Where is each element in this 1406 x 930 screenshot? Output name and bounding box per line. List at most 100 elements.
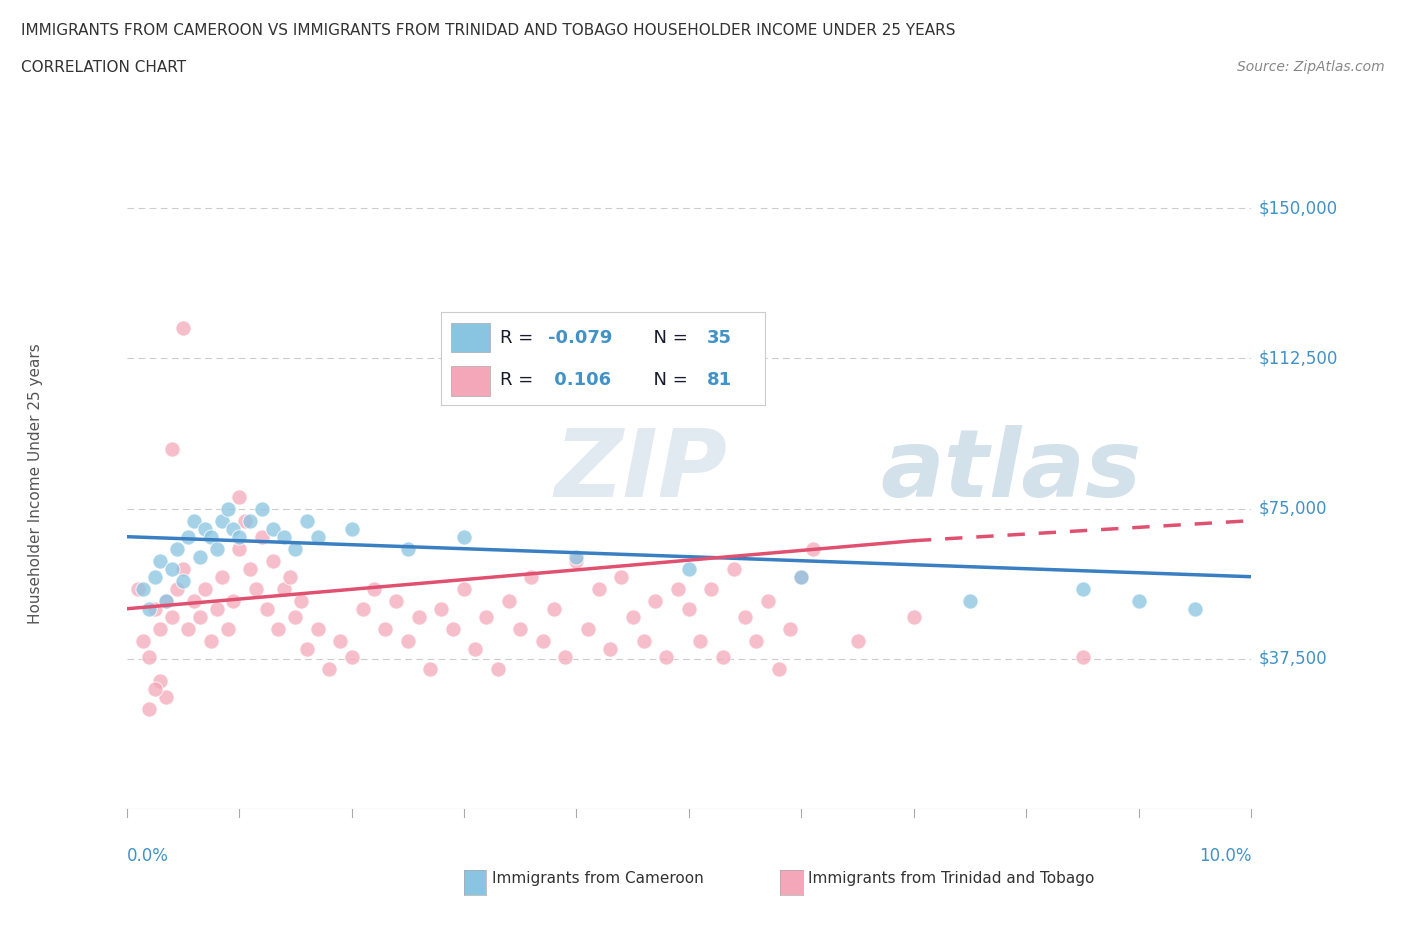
Text: Source: ZipAtlas.com: Source: ZipAtlas.com xyxy=(1237,60,1385,74)
Point xyxy=(284,541,307,556)
Point xyxy=(155,593,177,608)
Point xyxy=(295,642,318,657)
Point xyxy=(711,649,734,664)
Point xyxy=(166,541,188,556)
Point xyxy=(531,633,554,648)
Point xyxy=(239,562,262,577)
Point xyxy=(689,633,711,648)
Text: 0.106: 0.106 xyxy=(548,371,612,390)
Point xyxy=(340,521,363,536)
Point xyxy=(250,501,273,516)
Point xyxy=(245,581,267,596)
Point xyxy=(318,661,340,676)
Point xyxy=(183,593,205,608)
Text: 35: 35 xyxy=(707,328,731,347)
Point xyxy=(256,602,278,617)
Text: $150,000: $150,000 xyxy=(1258,199,1337,218)
Point xyxy=(655,649,678,664)
Point xyxy=(486,661,509,676)
Point xyxy=(576,621,599,636)
Point xyxy=(239,513,262,528)
Point xyxy=(1128,593,1150,608)
Point xyxy=(453,581,475,596)
Point xyxy=(756,593,779,608)
Point xyxy=(188,609,211,624)
Point xyxy=(132,581,155,596)
Point xyxy=(768,661,790,676)
Point xyxy=(132,633,155,648)
Point xyxy=(700,581,723,596)
Point xyxy=(745,633,768,648)
Point xyxy=(267,621,290,636)
Point xyxy=(211,569,233,584)
Point xyxy=(295,513,318,528)
Point xyxy=(307,621,329,636)
Text: R =: R = xyxy=(499,328,538,347)
Point xyxy=(723,562,745,577)
Point xyxy=(273,529,295,544)
Point xyxy=(273,581,295,596)
Point xyxy=(307,529,329,544)
Point xyxy=(779,621,801,636)
Point xyxy=(155,593,177,608)
Point xyxy=(222,521,245,536)
Point xyxy=(554,649,576,664)
Point xyxy=(1184,602,1206,617)
Point xyxy=(205,541,228,556)
Point xyxy=(284,609,307,624)
Point xyxy=(599,642,621,657)
Point xyxy=(565,553,588,568)
Text: $37,500: $37,500 xyxy=(1258,650,1327,668)
Point xyxy=(633,633,655,648)
Text: Immigrants from Trinidad and Tobago: Immigrants from Trinidad and Tobago xyxy=(808,871,1095,886)
Point xyxy=(172,321,194,336)
Point xyxy=(149,673,172,688)
Point xyxy=(166,581,188,596)
Point xyxy=(846,633,869,648)
Point xyxy=(194,581,217,596)
Text: 81: 81 xyxy=(707,371,731,390)
Point xyxy=(610,569,633,584)
Point xyxy=(441,621,464,636)
Point xyxy=(498,593,520,608)
Point xyxy=(385,593,408,608)
Point xyxy=(160,441,183,456)
Point xyxy=(621,609,644,624)
Point xyxy=(172,562,194,577)
Point xyxy=(160,609,183,624)
Point xyxy=(222,593,245,608)
Text: IMMIGRANTS FROM CAMEROON VS IMMIGRANTS FROM TRINIDAD AND TOBAGO HOUSEHOLDER INCO: IMMIGRANTS FROM CAMEROON VS IMMIGRANTS F… xyxy=(21,23,956,38)
Text: R =: R = xyxy=(499,371,544,390)
Point xyxy=(228,489,250,504)
Point xyxy=(138,602,160,617)
Point xyxy=(396,541,419,556)
Point xyxy=(543,602,565,617)
Point xyxy=(194,521,217,536)
Point xyxy=(172,573,194,588)
Point xyxy=(200,529,222,544)
Text: $112,500: $112,500 xyxy=(1258,350,1337,367)
Point xyxy=(205,602,228,617)
Text: atlas: atlas xyxy=(880,425,1142,516)
Point xyxy=(790,569,813,584)
Point xyxy=(678,602,700,617)
Point xyxy=(1071,649,1094,664)
Text: ZIP: ZIP xyxy=(554,425,727,516)
Point xyxy=(262,521,284,536)
Point xyxy=(228,529,250,544)
Point xyxy=(340,649,363,664)
Point xyxy=(143,569,166,584)
Text: -0.079: -0.079 xyxy=(548,328,613,347)
Point xyxy=(801,541,824,556)
Point xyxy=(177,529,200,544)
Point xyxy=(278,569,301,584)
Point xyxy=(262,553,284,568)
Point xyxy=(138,649,160,664)
Point xyxy=(228,541,250,556)
Text: 10.0%: 10.0% xyxy=(1199,846,1251,865)
Point xyxy=(1071,581,1094,596)
Point xyxy=(138,701,160,716)
Point xyxy=(734,609,756,624)
Text: N =: N = xyxy=(643,371,693,390)
Text: 0.0%: 0.0% xyxy=(127,846,169,865)
